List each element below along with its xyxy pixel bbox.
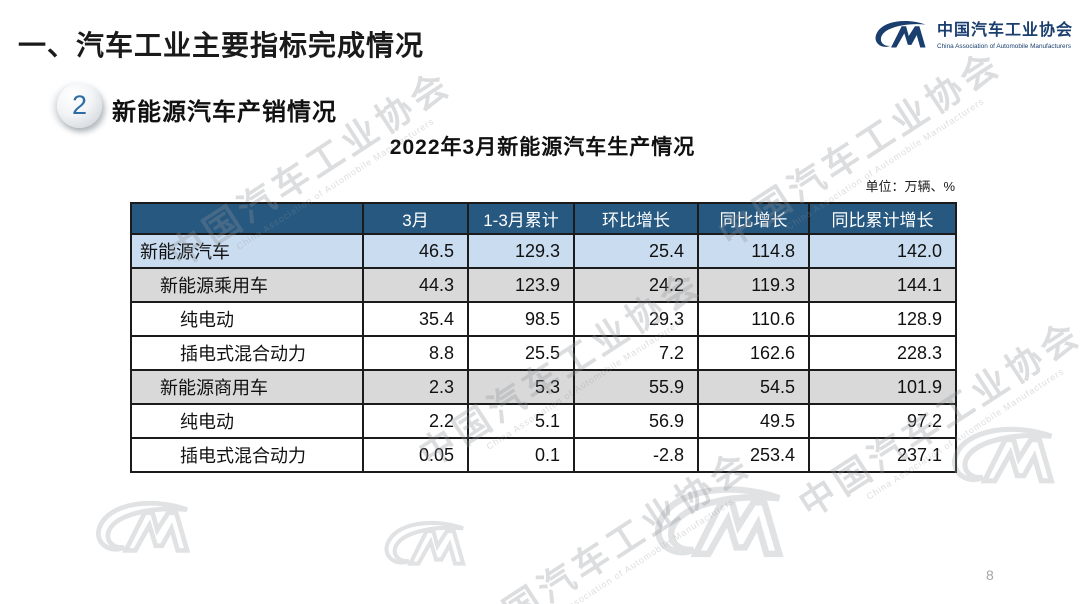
header-cell-mom-growth: 环比增长 [573, 202, 699, 235]
table-row: 新能源商用车 2.3 5.3 55.9 54.5 101.9 [130, 369, 957, 405]
cell-value: 5.1 [467, 403, 575, 439]
cell-value: 128.9 [808, 301, 957, 337]
cell-value: 142.0 [808, 233, 957, 269]
cell-value: 97.2 [808, 403, 957, 439]
cell-value: 25.4 [573, 233, 699, 269]
table-row: 新能源汽车 46.5 129.3 25.4 114.8 142.0 [130, 233, 957, 269]
cell-value: 55.9 [573, 369, 699, 405]
cell-value: 2.3 [362, 369, 469, 405]
cell-value: 35.4 [362, 301, 469, 337]
row-label: 插电式混合动力 [130, 335, 364, 371]
cell-value: 8.8 [362, 335, 469, 371]
table-row: 纯电动 35.4 98.5 29.3 110.6 128.9 [130, 301, 957, 337]
row-label: 新能源汽车 [130, 233, 364, 269]
table-title: 2022年3月新能源汽车生产情况 [389, 136, 696, 159]
cell-value: 54.5 [697, 369, 810, 405]
logo-name-en: China Association of Automobile Manufact… [937, 42, 1071, 50]
row-label: 插电式混合动力 [130, 437, 364, 473]
caam-logo-watermark-icon [655, 486, 784, 558]
row-label: 新能源商用车 [130, 369, 364, 405]
cell-value: 7.2 [573, 335, 699, 371]
section-heading: 新能源汽车产销情况 [112, 99, 337, 126]
section-number-badge: 2 [57, 83, 102, 128]
caam-logo-watermark-icon [384, 520, 466, 566]
table-row: 插电式混合动力 8.8 25.5 7.2 162.6 228.3 [130, 335, 957, 371]
cell-value: 44.3 [362, 267, 469, 303]
cell-value: 24.2 [573, 267, 699, 303]
header-cell-march: 3月 [362, 202, 469, 235]
page-title: 一、汽车工业主要指标完成情况 [18, 30, 425, 61]
caam-cm-logo-icon [875, 20, 926, 48]
header-cell-category [130, 202, 364, 235]
unit-label: 单位：万辆、% [865, 179, 955, 194]
cell-value: 123.9 [467, 267, 575, 303]
cell-value: -2.8 [573, 437, 699, 473]
cell-value: 119.3 [697, 267, 810, 303]
header-cell-yoy-growth: 同比增长 [697, 202, 810, 235]
cell-value: 253.4 [697, 437, 810, 473]
cell-value: 0.1 [467, 437, 575, 473]
cell-value: 101.9 [808, 369, 957, 405]
cell-value: 25.5 [467, 335, 575, 371]
production-table: 3月 1-3月累计 环比增长 同比增长 同比累计增长 新能源汽车 46.5 12… [130, 202, 957, 473]
row-label: 纯电动 [130, 301, 364, 337]
cell-value: 56.9 [573, 403, 699, 439]
cell-value: 2.2 [362, 403, 469, 439]
cell-value: 237.1 [808, 437, 957, 473]
table-row: 纯电动 2.2 5.1 56.9 49.5 97.2 [130, 403, 957, 439]
logo-text: 中国汽车工业协会 China Association of Automobile… [937, 22, 1073, 50]
table-header-row: 3月 1-3月累计 环比增长 同比增长 同比累计增长 [130, 202, 957, 235]
cell-value: 29.3 [573, 301, 699, 337]
caam-logo: 中国汽车工业协会 China Association of Automobile… [868, 16, 1073, 56]
cell-value: 46.5 [362, 233, 469, 269]
caam-logo-watermark-icon [96, 500, 191, 553]
table-row: 插电式混合动力 0.05 0.1 -2.8 253.4 237.1 [130, 437, 957, 473]
row-label: 新能源乘用车 [130, 267, 364, 303]
page-number: 8 [986, 567, 994, 583]
header-cell-yoy-cumulative-growth: 同比累计增长 [808, 202, 957, 235]
table-row: 新能源乘用车 44.3 123.9 24.2 119.3 144.1 [130, 267, 957, 303]
cell-value: 129.3 [467, 233, 575, 269]
cell-value: 49.5 [697, 403, 810, 439]
watermark-en: China Association of Automobile Manufact… [534, 496, 737, 604]
cell-value: 228.3 [808, 335, 957, 371]
cell-value: 162.6 [697, 335, 810, 371]
logo-name-cn: 中国汽车工业协会 [937, 22, 1074, 40]
cell-value: 114.8 [697, 233, 810, 269]
row-label: 纯电动 [130, 403, 364, 439]
caam-logo-watermark-icon [952, 426, 1055, 484]
header-cell-cumulative: 1-3月累计 [467, 202, 575, 235]
cell-value: 110.6 [697, 301, 810, 337]
cell-value: 144.1 [808, 267, 957, 303]
cell-value: 0.05 [362, 437, 469, 473]
cell-value: 98.5 [467, 301, 575, 337]
production-table-wrap: 3月 1-3月累计 环比增长 同比增长 同比累计增长 新能源汽车 46.5 12… [130, 202, 957, 473]
cell-value: 5.3 [467, 369, 575, 405]
